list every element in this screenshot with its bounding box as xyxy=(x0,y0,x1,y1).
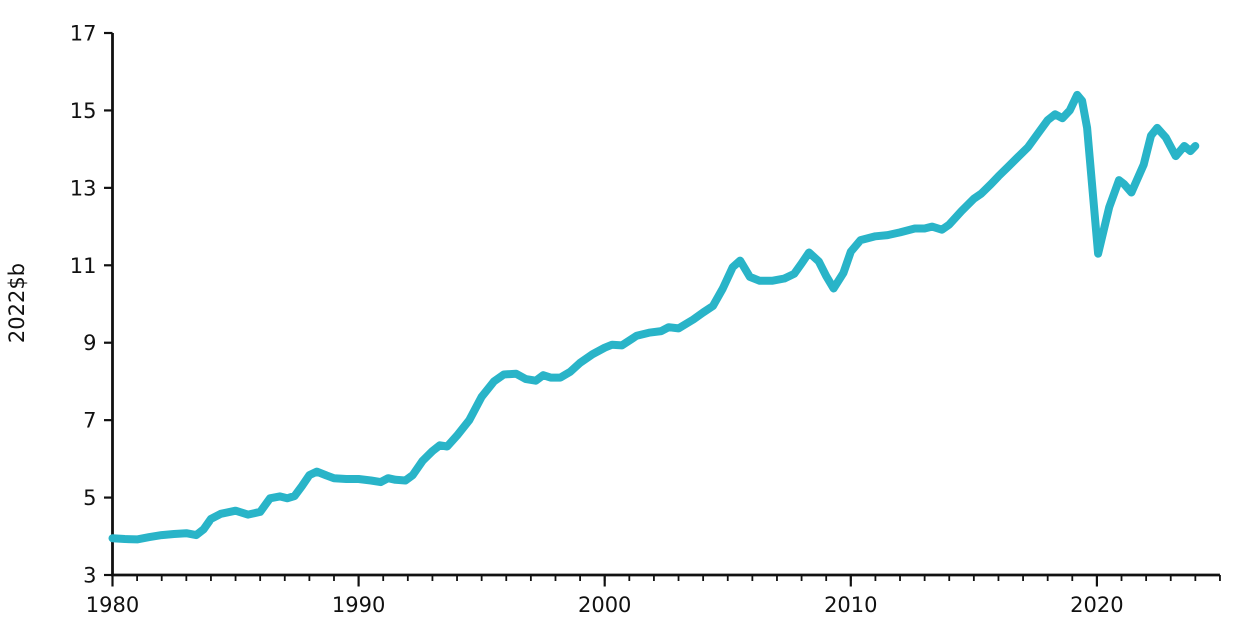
y-tick-label: 13 xyxy=(70,176,97,200)
axes: 3 5 7 9 11 13 15 17 1980 1990 2000 2010 2020 xyxy=(70,22,1221,617)
y-tick-label: 5 xyxy=(83,486,96,510)
y-tick-label: 11 xyxy=(70,254,97,278)
y-tick-label: 17 xyxy=(70,22,97,46)
y-tick-label: 7 xyxy=(83,409,96,433)
x-tick-label: 2020 xyxy=(1070,593,1123,617)
x-tick-label: 2000 xyxy=(578,593,631,617)
data-series xyxy=(108,90,1200,544)
series-line xyxy=(108,90,1200,544)
y-tick-label: 9 xyxy=(83,331,96,355)
x-tick-label: 1990 xyxy=(332,593,385,617)
y-tick-label: 3 xyxy=(83,564,96,588)
x-tick-label: 2010 xyxy=(824,593,877,617)
y-axis-title: 2022$b xyxy=(5,263,29,343)
x-tick-label: 1980 xyxy=(86,593,139,617)
y-tick-label: 15 xyxy=(70,99,97,123)
